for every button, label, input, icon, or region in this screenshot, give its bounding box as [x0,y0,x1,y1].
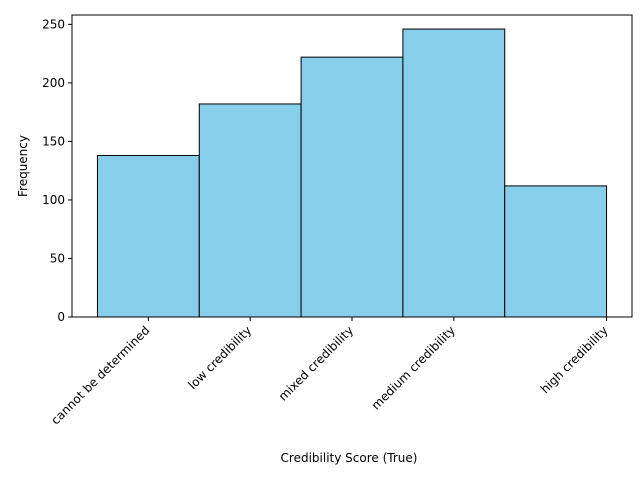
y-axis-label: Frequency [16,135,30,197]
bar-2 [300,56,404,318]
y-tick-label: 200 [42,76,65,90]
plot-frame [71,14,633,318]
bar-1 [198,103,302,318]
y-tick-label: 250 [42,17,65,31]
y-tick-label: 0 [57,310,65,324]
y-tick-label: 50 [50,251,65,265]
y-axis-ticks: 0 50 100 150 200 250 [42,17,72,324]
x-tick-label: medium credibility [369,323,458,412]
x-tick-label: cannot be determined [48,323,152,427]
bar-0 [96,154,200,318]
bars-group [96,28,608,318]
x-tick-label: mixed credibility [276,323,356,403]
bar-4 [504,185,608,318]
x-axis-label: Credibility Score (True) [281,451,418,465]
y-tick-label: 100 [42,193,65,207]
y-tick-label: 150 [42,134,65,148]
x-tick-label: high credibility [538,323,611,396]
bar-3 [402,28,506,318]
x-axis-ticks: cannot be determined low credibility mixed… [48,317,611,427]
x-tick-label: low credibility [185,323,254,392]
